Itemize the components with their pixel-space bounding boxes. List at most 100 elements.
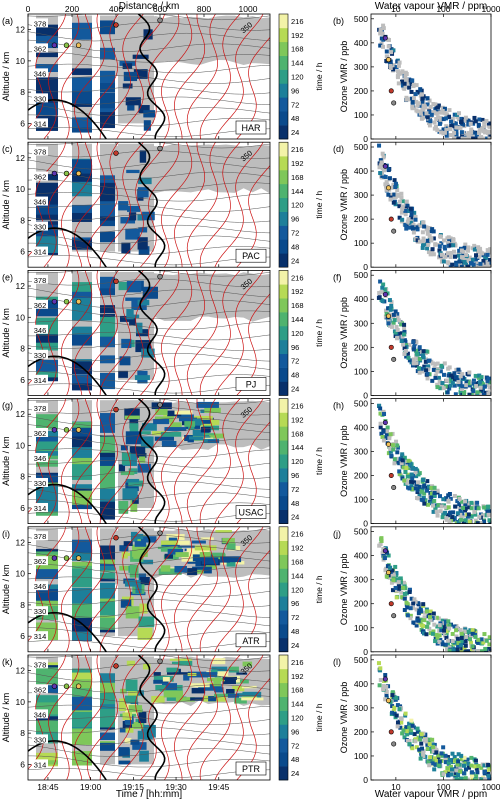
tracer-cell [479, 375, 484, 380]
tracer-cell [452, 130, 457, 135]
tracer-cell [446, 261, 451, 266]
curtain-cell [140, 436, 154, 449]
tracer-cell [419, 741, 424, 746]
tracer-cell [477, 383, 482, 388]
colorbar-tick-label: 24 [291, 769, 299, 778]
tracer-cell [390, 704, 395, 709]
curtain-cell [100, 460, 115, 466]
tracer-cell [425, 238, 430, 243]
panel-letter-left: (i) [2, 529, 10, 539]
tracer-cell [466, 258, 471, 263]
tracer-cell [404, 354, 409, 359]
front-line [137, 142, 166, 268]
tracer-cell [409, 208, 414, 213]
left-ylabel: Altitude / km [1, 565, 11, 615]
curtain-cell [139, 559, 154, 565]
tracer-cell [380, 31, 385, 36]
y-tick-label: 10 [16, 312, 26, 322]
tracer-cell [417, 366, 422, 371]
curtain-cell [142, 423, 157, 431]
outflow-cell [177, 414, 194, 418]
curtain-cell [133, 69, 148, 79]
tracer-cell [432, 488, 437, 493]
tracer-cell [393, 330, 398, 335]
isentrope [28, 398, 270, 405]
curtain-cell [100, 47, 115, 60]
curtain-cell [143, 110, 156, 118]
tracer-cell [415, 726, 420, 731]
curtain-cell [100, 693, 115, 705]
tracer-cell [408, 616, 413, 621]
tracer-cell [384, 59, 389, 64]
tracer-cell [404, 71, 409, 76]
tracer-cell [407, 225, 412, 230]
curtain-cell [72, 582, 92, 588]
isentrope [28, 598, 270, 608]
tracer-cell [414, 340, 419, 345]
theta-label: 330 [34, 223, 47, 232]
tracer-cell [453, 758, 458, 763]
tracer-cell [447, 623, 452, 628]
theta-label: 330 [34, 94, 47, 103]
tracer-cell [467, 381, 472, 386]
tracer-cell [429, 495, 434, 500]
marker [113, 663, 119, 669]
outflow-cell [163, 690, 184, 698]
tracer-cell [378, 158, 383, 163]
tracer-cell [389, 50, 394, 55]
tracer-cell [409, 479, 414, 484]
tracer-cell [470, 628, 475, 633]
tracer-cell [429, 501, 434, 506]
red-contour [236, 421, 270, 524]
curtain-cell [36, 436, 58, 442]
theta-label-bg [32, 118, 48, 128]
marker [391, 228, 397, 234]
curtain-cell [122, 83, 133, 89]
tracer-cell [485, 136, 490, 139]
tracer-cell [425, 102, 430, 107]
isentrope [28, 231, 270, 244]
red-contour [236, 36, 270, 139]
tracer-cell [436, 756, 441, 761]
colorbar-label: time / h [314, 319, 324, 347]
outflow-cell [181, 554, 204, 562]
tracer-cell [402, 478, 407, 483]
curtain-cell [100, 601, 115, 616]
tracer-cell [432, 493, 437, 498]
tracer-cell [425, 115, 430, 120]
tracer-cell [388, 307, 393, 312]
tracer-cell [463, 518, 468, 523]
model-label-box [235, 633, 267, 648]
outflow-cell [168, 537, 178, 542]
curtain-cell [100, 742, 115, 751]
colorbar-tick-label: 72 [291, 613, 299, 622]
tracer-cell [486, 376, 491, 381]
outflow-cell [187, 439, 194, 443]
tracer-cell [477, 130, 482, 135]
curtain-cell [125, 606, 140, 619]
tracer-cell [425, 479, 430, 484]
tracer-cell [429, 112, 434, 117]
tracer-cell [379, 536, 384, 541]
tracer-cell [445, 638, 450, 643]
tracer-cell [424, 111, 429, 116]
tracer-cell [484, 118, 489, 123]
tracer-cell [419, 617, 424, 622]
colorbar-segment [279, 197, 288, 212]
curtain-cell [128, 690, 140, 697]
tracer-cell [421, 477, 426, 482]
curtain-cell [72, 695, 92, 711]
tracer-cell [398, 725, 403, 730]
tracer-cell [403, 586, 408, 591]
theta-label: 314 [34, 248, 47, 257]
front-line [137, 14, 166, 139]
curtain-cell [72, 436, 92, 448]
tracer-cell [459, 120, 464, 125]
tracer-cell [390, 568, 395, 573]
tracer-cell [460, 641, 465, 646]
tracer-cell [440, 515, 445, 520]
tracer-cell [456, 759, 461, 764]
curtain-cell [72, 334, 92, 346]
